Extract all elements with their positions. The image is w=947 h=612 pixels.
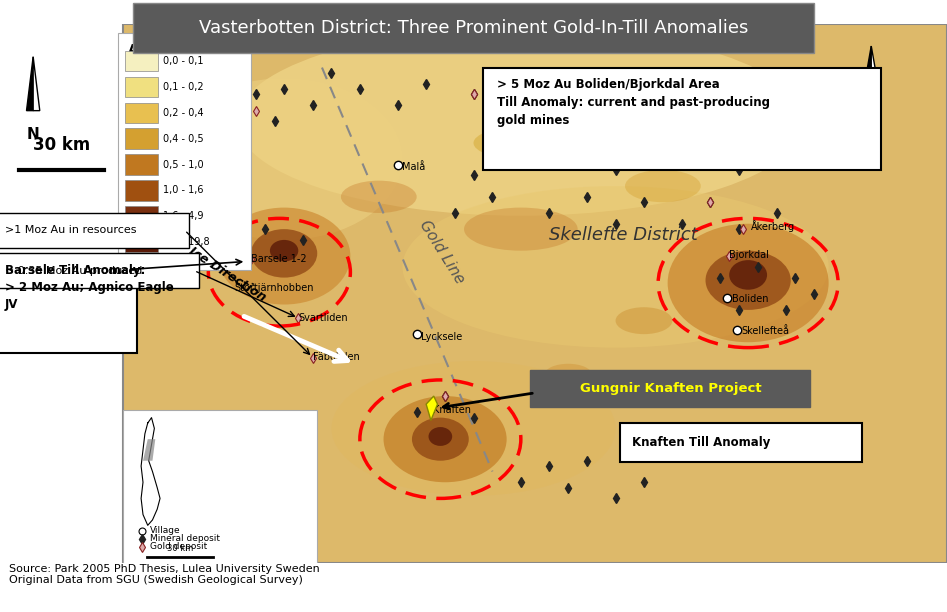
Ellipse shape xyxy=(464,207,578,251)
Ellipse shape xyxy=(166,78,402,240)
FancyBboxPatch shape xyxy=(483,67,881,170)
Ellipse shape xyxy=(341,181,417,213)
Text: N: N xyxy=(27,127,40,142)
Text: Vasterbotten District: Three Prominent Gold-In-Till Anomalies: Vasterbotten District: Three Prominent G… xyxy=(199,18,748,37)
Text: (ppb): (ppb) xyxy=(147,43,176,53)
Text: Åkerberg: Åkerberg xyxy=(751,220,795,233)
Text: Stortjärnhobben: Stortjärnhobben xyxy=(235,283,314,293)
Ellipse shape xyxy=(218,207,350,305)
Ellipse shape xyxy=(668,224,829,342)
FancyBboxPatch shape xyxy=(125,154,158,175)
Text: 0,2 - 0,4: 0,2 - 0,4 xyxy=(163,108,204,118)
FancyBboxPatch shape xyxy=(125,180,158,201)
Ellipse shape xyxy=(625,170,701,202)
Polygon shape xyxy=(864,46,871,89)
Text: Au: Au xyxy=(128,43,149,58)
FancyBboxPatch shape xyxy=(125,232,158,252)
FancyBboxPatch shape xyxy=(123,409,317,565)
Text: 0,4 - 0,5: 0,4 - 0,5 xyxy=(163,133,204,144)
FancyBboxPatch shape xyxy=(125,76,158,97)
FancyBboxPatch shape xyxy=(0,213,189,248)
Text: Gold Line: Gold Line xyxy=(417,217,468,286)
Polygon shape xyxy=(123,24,947,563)
Ellipse shape xyxy=(729,260,767,289)
Text: Village: Village xyxy=(150,526,180,536)
Polygon shape xyxy=(871,46,879,89)
Text: Gungnir Knaften Project: Gungnir Knaften Project xyxy=(580,382,761,395)
Text: Source: Park 2005 PhD Thesis, Lulea University Sweden
Original Data from SGU (Sw: Source: Park 2005 PhD Thesis, Lulea Univ… xyxy=(9,564,320,585)
Text: 0,1 - 0,2: 0,1 - 0,2 xyxy=(163,82,204,92)
Text: 1,0 - 1,6: 1,0 - 1,6 xyxy=(163,185,204,195)
Text: Knaften: Knaften xyxy=(433,405,471,414)
Text: Barsele 1-2: Barsele 1-2 xyxy=(251,254,307,264)
Ellipse shape xyxy=(429,427,453,446)
FancyBboxPatch shape xyxy=(0,256,137,353)
Text: >1 Moz Au in resources: >1 Moz Au in resources xyxy=(5,225,136,235)
Text: 30 km: 30 km xyxy=(167,544,193,553)
FancyBboxPatch shape xyxy=(125,206,158,226)
Text: 4,9 - 19,8: 4,9 - 19,8 xyxy=(163,237,209,247)
Ellipse shape xyxy=(331,361,616,496)
Ellipse shape xyxy=(251,229,317,278)
Text: 0,5 - 1,0: 0,5 - 1,0 xyxy=(163,160,204,170)
FancyBboxPatch shape xyxy=(620,423,862,462)
Ellipse shape xyxy=(180,108,237,135)
Polygon shape xyxy=(27,57,33,111)
Text: Knaften Till Anomaly: Knaften Till Anomaly xyxy=(632,436,770,449)
FancyBboxPatch shape xyxy=(0,24,123,563)
FancyBboxPatch shape xyxy=(0,253,199,288)
FancyBboxPatch shape xyxy=(125,51,158,72)
Text: Barsele Till Anomaly:
> 2 Moz Au; Agnico Eagle
JV: Barsele Till Anomaly: > 2 Moz Au; Agnico… xyxy=(5,264,173,311)
Text: Mineral deposit: Mineral deposit xyxy=(150,534,220,543)
FancyBboxPatch shape xyxy=(118,32,251,269)
Ellipse shape xyxy=(706,251,791,310)
Polygon shape xyxy=(143,439,155,461)
Text: Fäboliden: Fäboliden xyxy=(313,353,359,362)
Text: Skellefteå: Skellefteå xyxy=(742,326,790,337)
Text: ruman: ruman xyxy=(187,254,219,264)
Ellipse shape xyxy=(402,186,829,348)
Text: Lycksele: Lycksele xyxy=(421,332,463,342)
Ellipse shape xyxy=(270,240,298,261)
Text: Skellefte District: Skellefte District xyxy=(549,226,698,244)
Text: Malå: Malå xyxy=(402,162,426,172)
Text: 1,6 - 4,9: 1,6 - 4,9 xyxy=(163,211,204,221)
FancyBboxPatch shape xyxy=(530,370,810,407)
Ellipse shape xyxy=(545,364,592,386)
Ellipse shape xyxy=(237,27,805,215)
Text: > 5 Moz Au Boliden/Bjorkdal Area
Till Anomaly: current and past-producing
gold m: > 5 Moz Au Boliden/Bjorkdal Area Till An… xyxy=(497,78,770,127)
Text: N: N xyxy=(867,100,876,110)
Ellipse shape xyxy=(474,127,568,159)
Text: Svartliden: Svartliden xyxy=(298,313,348,323)
Text: ~ 0.35 Moz Au produced: ~ 0.35 Moz Au produced xyxy=(5,266,142,275)
FancyBboxPatch shape xyxy=(125,129,158,149)
Ellipse shape xyxy=(384,396,507,482)
Text: 30 km: 30 km xyxy=(33,136,90,154)
Text: 0,0 - 0,1: 0,0 - 0,1 xyxy=(163,56,204,66)
Ellipse shape xyxy=(412,417,469,461)
FancyBboxPatch shape xyxy=(133,3,814,53)
Polygon shape xyxy=(33,57,40,111)
Text: Bjorkdal: Bjorkdal xyxy=(729,250,769,260)
Text: Gold deposit: Gold deposit xyxy=(150,542,206,551)
Text: Ice Direction: Ice Direction xyxy=(187,245,268,305)
FancyBboxPatch shape xyxy=(125,103,158,123)
Polygon shape xyxy=(426,396,438,420)
Text: Boliden: Boliden xyxy=(732,294,769,304)
Ellipse shape xyxy=(616,307,672,334)
